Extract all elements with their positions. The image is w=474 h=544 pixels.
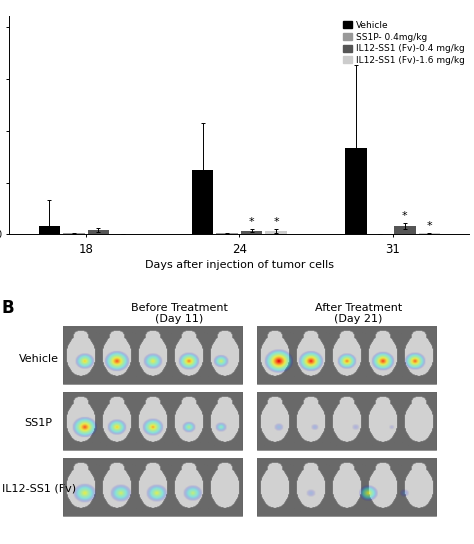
Bar <box>216 233 238 234</box>
Text: Vehicle: Vehicle <box>18 354 59 363</box>
Text: Before Treatment
(Day 11): Before Treatment (Day 11) <box>131 302 228 324</box>
Bar <box>345 149 366 234</box>
Text: IL12-SS1 (Fv): IL12-SS1 (Fv) <box>1 484 76 494</box>
Text: B: B <box>2 299 14 317</box>
Bar <box>38 226 60 234</box>
Text: After Treatment
(Day 21): After Treatment (Day 21) <box>315 302 402 324</box>
Text: *: * <box>249 217 255 227</box>
Bar <box>63 233 85 234</box>
Bar <box>63 326 242 384</box>
Text: SS1P: SS1P <box>25 418 53 428</box>
Bar <box>419 233 440 234</box>
Text: *: * <box>427 221 432 231</box>
Bar <box>88 230 109 234</box>
Legend: Vehicle, SS1P- 0.4mg/kg, IL12-SS1 (Fv)-0.4 mg/kg, IL12-SS1 (Fv)-1.6 mg/kg: Vehicle, SS1P- 0.4mg/kg, IL12-SS1 (Fv)-0… <box>343 21 465 65</box>
Bar <box>63 392 242 450</box>
Bar <box>257 459 436 516</box>
Text: *: * <box>402 211 408 221</box>
Bar <box>63 459 242 516</box>
Bar <box>394 226 416 234</box>
Bar <box>257 392 436 450</box>
Bar <box>257 326 436 384</box>
Bar <box>265 231 287 234</box>
Text: *: * <box>273 217 279 227</box>
Bar <box>241 231 263 234</box>
Bar <box>192 170 213 234</box>
X-axis label: Days after injection of tumor cells: Days after injection of tumor cells <box>145 260 334 270</box>
